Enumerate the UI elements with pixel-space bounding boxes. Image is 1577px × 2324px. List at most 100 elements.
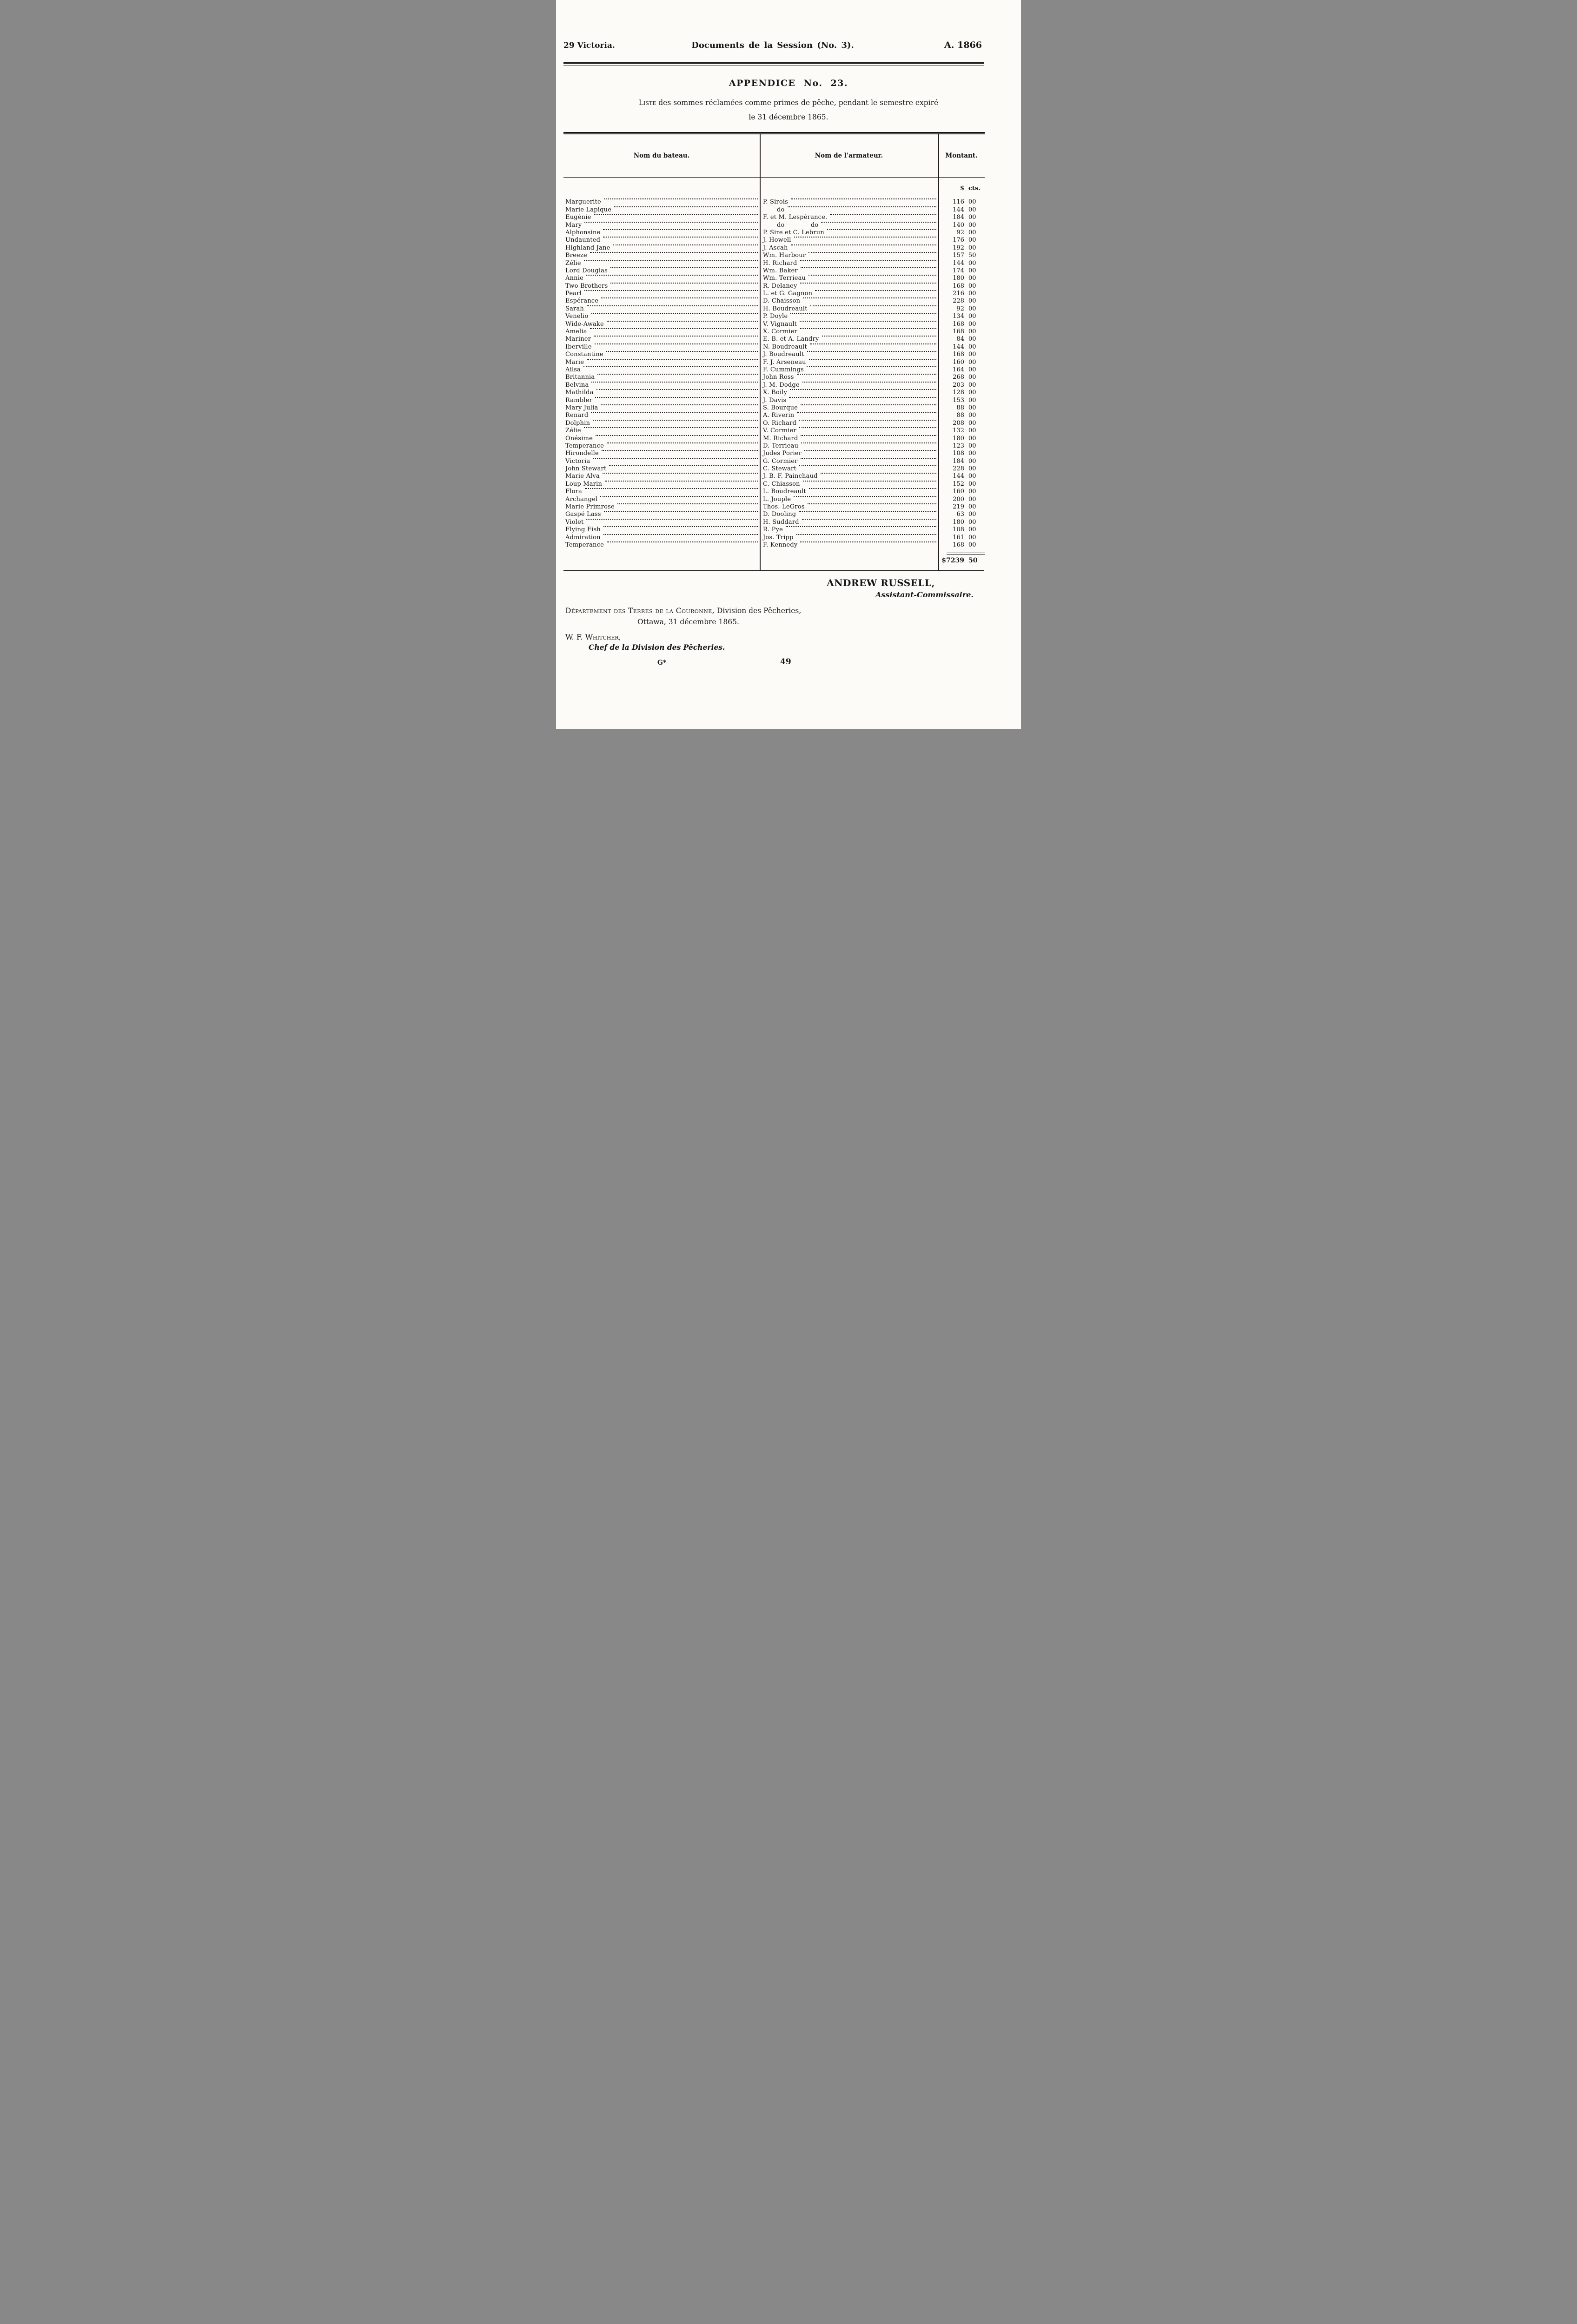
currency-header-row: $ cts. <box>563 185 985 197</box>
dotted-leader <box>827 229 936 230</box>
amount-dollars: 200 <box>953 495 964 503</box>
boat-name: Marie Alva <box>565 473 600 480</box>
dotted-leader <box>789 396 936 398</box>
dotted-leader <box>601 450 758 451</box>
amount-dollars: 168 <box>953 282 964 290</box>
boat-name: Violet <box>565 518 584 526</box>
table-row: Marie Primrose Thos. LeGros 219 00 <box>563 503 985 510</box>
table-row: Mary Julia S. Bourque 88 00 <box>563 404 985 411</box>
dotted-leader <box>808 252 936 253</box>
table-row: Flora L. Boudreault 160 00 <box>563 488 985 495</box>
dotted-leader <box>594 343 758 344</box>
dotted-leader <box>609 465 758 467</box>
dotted-leader <box>607 442 758 443</box>
department-division: Division des Pêcheries, <box>714 606 802 615</box>
table-row: Gaspé Lass D. Dooling 63 00 <box>563 510 985 518</box>
boat-name: Britannia <box>565 374 595 381</box>
owner-name: F. Cummings <box>763 366 804 373</box>
owner-name: do <box>777 206 785 213</box>
amount-dollars: 168 <box>953 541 964 548</box>
owner-name: O. Richard <box>763 419 797 427</box>
boat-name: Ailsa <box>565 366 581 373</box>
boat-name: John Stewart <box>565 465 607 473</box>
table-row: Constantine J. Boudreault 168 00 <box>563 350 985 358</box>
owner-name: H. Boudreault <box>763 305 808 312</box>
amount-cents: 00 <box>968 229 976 236</box>
table-row: Mary do do 140 00 <box>563 221 985 229</box>
dotted-leader <box>790 389 936 390</box>
department-place-date: Ottawa, 31 décembre 1865. <box>637 617 739 626</box>
owner-name: R. Pye <box>763 526 783 534</box>
amount-dollars: 144 <box>953 473 964 480</box>
dotted-leader <box>610 267 758 268</box>
amount-dollars: 180 <box>953 518 964 526</box>
dotted-leader <box>591 412 758 413</box>
header-volume: 29 Victoria. <box>563 41 615 50</box>
table-header-row: Nom du bateau. Nom de l'armateur. Montan… <box>563 134 985 177</box>
owner-name: Wm. Terrieau <box>763 275 806 282</box>
owner-name: J. M. Dodge <box>763 381 800 389</box>
amount-cents: 00 <box>968 267 976 274</box>
table-row: Eugénie F. et M. Lespérance. 184 00 <box>563 213 985 221</box>
amount-cents: 00 <box>968 328 976 336</box>
amount-dollars: 140 <box>953 221 964 229</box>
boat-name: Pearl <box>565 290 582 297</box>
table-row: Espérance D. Chaisson 228 00 <box>563 297 985 304</box>
table-row: Iberville N. Boudreault 144 00 <box>563 343 985 350</box>
column-divider-1 <box>760 134 761 570</box>
owner-name: Wm. Harbour <box>763 252 806 259</box>
owner-name: J. Boudreault <box>763 351 804 358</box>
amount-dollars: 92 <box>956 229 964 236</box>
owner-name: Wm. Baker <box>763 267 798 274</box>
owner-name: C. Chiasson <box>763 480 800 488</box>
dotted-leader <box>601 404 758 405</box>
boat-name: Two Brothers <box>565 282 608 290</box>
amount-cents: 00 <box>968 465 976 473</box>
boat-name: Admiration <box>565 534 601 541</box>
table-row: Admiration Jos. Tripp 161 00 <box>563 533 985 541</box>
dotted-leader <box>810 305 936 306</box>
table-body: Marguerite P. Sirois 116 00 Marie Lapiqu… <box>563 198 985 548</box>
boat-name: Zélie <box>565 427 581 435</box>
table-row: Britannia John Ross 268 00 <box>563 373 985 381</box>
owner-name: P. Sire et C. Lebrun <box>763 229 824 236</box>
amount-cents: 00 <box>968 450 976 457</box>
dotted-leader <box>801 435 936 436</box>
dotted-leader <box>614 206 758 207</box>
amount-cents: 00 <box>968 503 976 511</box>
list-subtitle: Liste des sommes réclamées comme primes … <box>556 96 1021 125</box>
dotted-leader <box>595 435 758 436</box>
column-header-amount: Montant. <box>945 152 978 159</box>
table-row: Breeze Wm. Harbour 157 50 <box>563 251 985 259</box>
owner-name: Thos. LeGros <box>763 503 805 511</box>
owner-name: M. Richard <box>763 435 798 442</box>
boat-name: Constantine <box>565 351 603 358</box>
amount-dollars: 157 <box>953 252 964 259</box>
dotted-leader <box>597 374 758 375</box>
officer-title: Chef de la Division des Pêcheries. <box>589 642 725 652</box>
dotted-leader <box>815 290 936 291</box>
amount-cents: 00 <box>968 419 976 427</box>
amount-dollars: 128 <box>953 389 964 396</box>
owner-name: D. Terrieau <box>763 442 799 449</box>
table-row: Undaunted J. Howell 176 00 <box>563 236 985 244</box>
owner-name: D. Dooling <box>763 511 796 518</box>
amount-cents: 00 <box>968 336 976 343</box>
owner-name: H. Suddard <box>763 518 799 526</box>
dotted-leader <box>594 214 758 215</box>
amount-cents: 00 <box>968 473 976 480</box>
dotted-leader <box>796 374 936 375</box>
table-row: Temperance F. Kennedy 168 00 <box>563 541 985 548</box>
owner-name: L. et G. Gagnon <box>763 290 813 297</box>
amount-dollars: 92 <box>956 305 964 312</box>
amount-dollars: 180 <box>953 275 964 282</box>
dotted-leader <box>808 488 936 489</box>
dotted-leader <box>800 259 936 261</box>
boat-name: Breeze <box>565 252 587 259</box>
amount-cents: 00 <box>968 435 976 442</box>
dotted-leader <box>583 259 758 261</box>
dotted-leader <box>799 511 936 512</box>
owner-name: H. Richard <box>763 259 797 267</box>
amount-cents: 00 <box>968 412 976 419</box>
amount-cents: 00 <box>968 457 976 465</box>
